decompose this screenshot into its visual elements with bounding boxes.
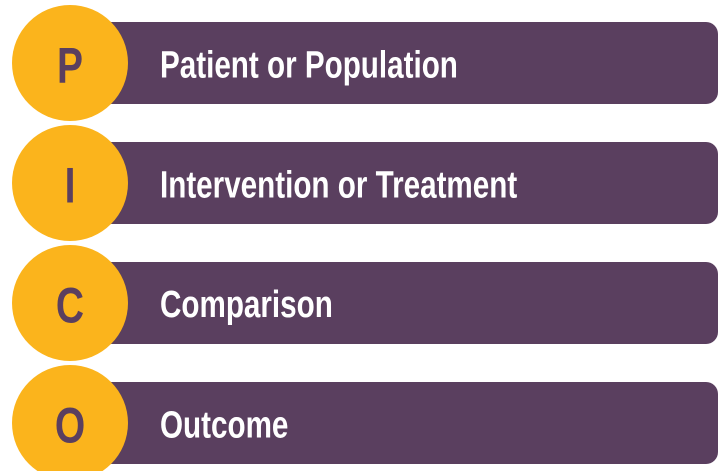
letter-circle [12,5,128,121]
label-bar [95,262,718,344]
letter-circle [12,365,128,471]
letter-circle [12,125,128,241]
label-bar [95,22,718,104]
label: Comparison [160,284,333,326]
letter: I [65,157,76,214]
label-bar [95,142,718,224]
pico-row: O Outcome [12,365,718,471]
pico-row: P Patient or Population [12,5,718,121]
letter-circle [12,245,128,361]
label: Outcome [160,404,288,446]
label: Patient or Population [160,44,458,86]
letter: P [57,37,83,94]
letter: O [55,397,85,454]
label: Intervention or Treatment [160,164,517,206]
pico-row: C Comparison [12,245,718,361]
label-bar [95,382,718,464]
pico-row: I Intervention or Treatment [12,125,718,241]
letter: C [56,277,84,334]
